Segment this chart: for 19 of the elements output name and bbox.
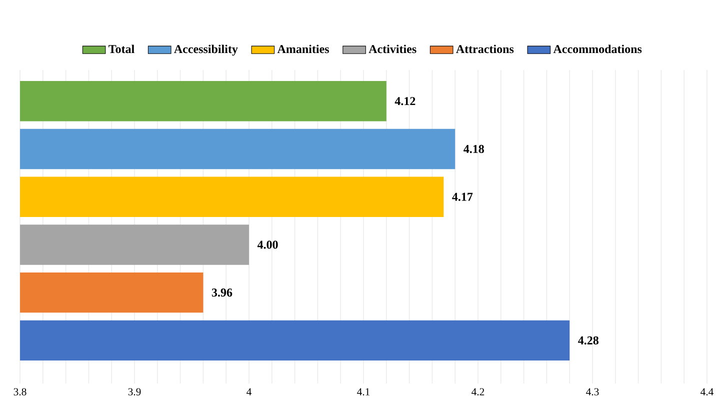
data-label: 4.17 xyxy=(452,192,473,201)
legend-label: Attractions xyxy=(456,44,514,54)
data-label: 3.96 xyxy=(212,288,232,297)
legend-label: Accommodations xyxy=(553,44,642,54)
x-tick-label: 4 xyxy=(246,388,252,396)
legend-label: Activities xyxy=(368,44,416,54)
data-label: 4.18 xyxy=(464,144,484,153)
x-tick-label: 4.2 xyxy=(472,388,484,396)
data-label: 4.28 xyxy=(578,336,598,344)
legend-label: Total xyxy=(108,44,134,54)
x-tick-label: 4.3 xyxy=(586,388,599,396)
data-label: 4.00 xyxy=(257,240,278,249)
x-tick-label: 4.4 xyxy=(700,388,714,396)
legend-label: Amanities xyxy=(277,44,329,54)
data-label: 4.12 xyxy=(394,96,416,106)
x-tick-label: 4.1 xyxy=(357,388,370,396)
x-tick-label: 3.9 xyxy=(128,388,141,396)
x-tick-label: 3.8 xyxy=(14,388,26,396)
legend-label: Accessibility xyxy=(174,44,238,56)
